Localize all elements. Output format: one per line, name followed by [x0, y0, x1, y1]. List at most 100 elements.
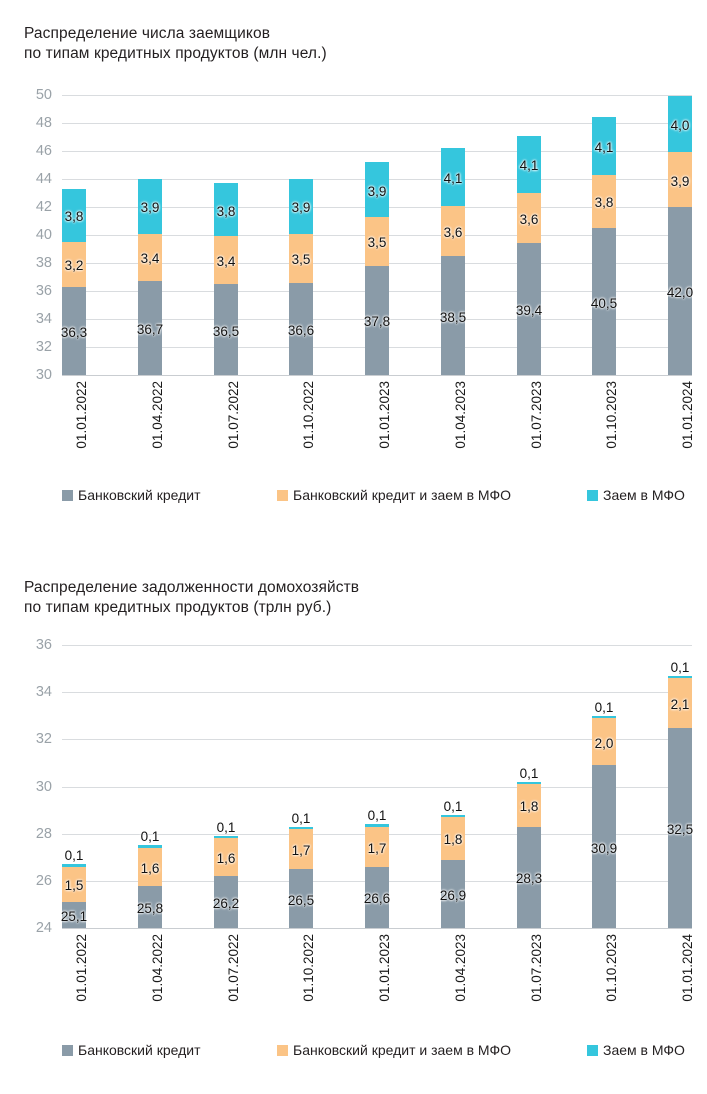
bar-value-label: 25,8 — [136, 900, 164, 916]
bar-value-label: 4,1 — [594, 140, 614, 156]
bar-column[interactable]: 36,5 3,4 3,8 01.07.2022 — [213, 95, 241, 449]
bar-segment[interactable] — [138, 845, 162, 848]
bar-column[interactable]: 25,8 1,6 0,1 01.04.2022 — [136, 645, 165, 1001]
bar-segment[interactable] — [214, 838, 238, 877]
bar-segment[interactable] — [365, 866, 389, 928]
bar-column[interactable]: 26,6 1,7 0,1 01.01.2023 — [364, 645, 392, 1001]
bar-segment[interactable] — [592, 117, 616, 175]
bar-value-label: 0,1 — [670, 659, 690, 675]
bar-segment[interactable] — [441, 814, 465, 818]
bar-segment[interactable] — [289, 233, 313, 283]
bar-segment[interactable] — [138, 847, 162, 886]
bar-segment[interactable] — [517, 193, 541, 244]
bar-segment[interactable] — [668, 207, 692, 375]
x-axis-tick-label: 01.07.2023 — [529, 934, 544, 1002]
bar-segment[interactable] — [441, 148, 465, 206]
bar-segment[interactable] — [214, 284, 238, 375]
bar-segment[interactable] — [441, 256, 465, 375]
bar-segment[interactable] — [668, 96, 692, 153]
bar-segment[interactable] — [668, 675, 692, 679]
bar-segment[interactable] — [441, 205, 465, 256]
bar-value-label: 0,1 — [64, 848, 84, 864]
gridline — [62, 786, 692, 788]
bar-segment[interactable] — [365, 162, 389, 217]
bar-segment[interactable] — [668, 152, 692, 207]
legend-item[interactable]: Заем в МФО — [587, 487, 685, 503]
bar-segment[interactable] — [517, 826, 541, 928]
bar-segment[interactable] — [517, 784, 541, 827]
bar-segment[interactable] — [441, 859, 465, 928]
bar-column[interactable]: 36,6 3,5 3,9 01.10.2022 — [288, 95, 316, 449]
x-axis-tick-label: 01.04.2022 — [150, 934, 165, 1002]
bar-segment[interactable] — [668, 727, 692, 928]
bar-segment[interactable] — [592, 765, 616, 928]
bar-value-label: 0,1 — [216, 820, 236, 836]
bar-column[interactable]: 28,3 1,8 0,1 01.07.2023 — [516, 645, 544, 1002]
bar-segment[interactable] — [62, 286, 86, 375]
legend-item[interactable]: Банковский кредит — [62, 487, 201, 503]
bar-value-label: 30,9 — [590, 840, 618, 856]
bar-column[interactable]: 26,2 1,6 0,1 01.07.2022 — [213, 645, 241, 1002]
bar-column[interactable]: 37,8 3,5 3,9 01.01.2023 — [364, 95, 392, 449]
bar-segment[interactable] — [62, 242, 86, 287]
bar-value-label: 3,5 — [291, 252, 311, 268]
bar-segment[interactable] — [365, 265, 389, 375]
bar-column[interactable]: 26,5 1,7 0,1 01.10.2022 — [288, 645, 316, 1002]
bar-column[interactable]: 39,4 3,6 4,1 01.07.2023 — [516, 95, 544, 449]
bar-segment[interactable] — [517, 243, 541, 375]
bar-value-label: 2,1 — [670, 696, 690, 712]
bar-column[interactable]: 38,5 3,6 4,1 01.04.2023 — [439, 95, 468, 449]
gridline — [62, 692, 692, 694]
bar-column[interactable]: 40,5 3,8 4,1 01.10.2023 — [591, 95, 619, 449]
legend-item[interactable]: Банковский кредит и заем в МФО — [277, 1042, 511, 1058]
bar-segment[interactable] — [592, 718, 616, 766]
bar-column[interactable]: 42,0 3,9 4,0 01.01.2024 — [667, 95, 695, 449]
bar-segment[interactable] — [214, 236, 238, 284]
bar-segment[interactable] — [214, 876, 238, 928]
bar-segment[interactable] — [365, 824, 389, 827]
legend-label: Банковский кредит и заем в МФО — [293, 487, 511, 503]
bar-segment[interactable] — [214, 183, 238, 237]
bar-segment[interactable] — [517, 135, 541, 193]
bar-segment[interactable] — [441, 817, 465, 860]
bar-value-label: 4,1 — [443, 170, 463, 186]
bar-segment[interactable] — [668, 678, 692, 728]
bar-value-label: 36,3 — [60, 324, 88, 340]
x-axis-tick-label: 01.01.2023 — [377, 934, 392, 1002]
y-axis-tick-label: 28 — [35, 825, 52, 842]
bar-segment[interactable] — [62, 866, 86, 903]
bar-segment[interactable] — [289, 179, 313, 234]
bar-segment[interactable] — [289, 826, 313, 829]
bar-column[interactable]: 36,3 3,2 3,8 01.01.2022 — [60, 95, 89, 449]
bar-segment[interactable] — [592, 174, 616, 228]
bar-column[interactable]: 30,9 2,0 0,1 01.10.2023 — [590, 645, 619, 1002]
bar-column[interactable]: 25,1 1,5 0,1 01.01.2022 — [61, 645, 89, 1001]
bar-segment[interactable] — [214, 836, 238, 839]
bar-segment[interactable] — [592, 715, 616, 719]
bar-segment[interactable] — [62, 864, 86, 867]
bar-column[interactable]: 26,9 1,8 0,1 01.04.2023 — [440, 645, 468, 1002]
bar-segment[interactable] — [138, 179, 162, 234]
legend-item[interactable]: Банковский кредит и заем в МФО — [277, 487, 511, 503]
bar-segment[interactable] — [365, 216, 389, 266]
bar-value-label: 3,5 — [367, 235, 387, 251]
bar-value-label: 1,6 — [140, 860, 160, 876]
bar-value-label: 38,5 — [439, 309, 467, 325]
bar-segment[interactable] — [289, 282, 313, 375]
legend-swatch-icon — [277, 489, 288, 501]
bar-value-label: 3,6 — [519, 212, 539, 228]
bar-segment[interactable] — [62, 902, 86, 928]
bar-segment[interactable] — [517, 781, 541, 785]
bar-segment[interactable] — [138, 885, 162, 928]
legend-item[interactable]: Банковский кредит — [62, 1042, 201, 1058]
bar-segment[interactable] — [138, 281, 162, 375]
bar-segment[interactable] — [289, 828, 313, 870]
bar-column[interactable]: 32,5 2,1 0,1 01.01.2024 — [667, 645, 695, 1002]
bar-segment[interactable] — [138, 233, 162, 282]
legend-item[interactable]: Заем в МФО — [587, 1042, 685, 1058]
bar-column[interactable]: 36,7 3,4 3,9 01.04.2022 — [137, 95, 165, 449]
bar-segment[interactable] — [592, 228, 616, 375]
bar-segment[interactable] — [365, 826, 389, 867]
bar-segment[interactable] — [62, 188, 86, 242]
bar-segment[interactable] — [289, 869, 313, 928]
